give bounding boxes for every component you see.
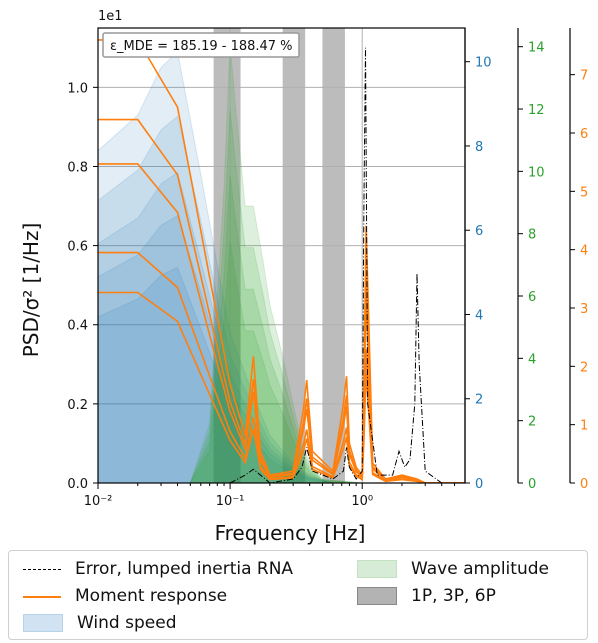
wave-amplitude-area-1 bbox=[98, 109, 465, 483]
y-axis-label: PSD/σ² [1/Hz] bbox=[19, 223, 43, 358]
moment-response-line-4 bbox=[98, 291, 465, 483]
secondary-tick-label-0-0: 0 bbox=[475, 477, 483, 492]
secondary-tick-label-1-2: 4 bbox=[528, 352, 536, 367]
legend-label: 1P, 3P, 6P bbox=[411, 586, 496, 606]
y-tick-label-2: 0.4 bbox=[67, 319, 88, 334]
annotation-text: ε_MDE = 185.19 - 188.47 % bbox=[110, 39, 293, 54]
legend-swatch-green bbox=[357, 560, 397, 578]
legend: Error, lumped inertia RNA Moment respons… bbox=[8, 550, 588, 640]
legend-item-wave: Wave amplitude bbox=[357, 559, 549, 579]
x-axis-label: Frequency [Hz] bbox=[215, 521, 366, 545]
grid bbox=[98, 28, 465, 483]
y-tick-label-0: 0.0 bbox=[67, 477, 88, 492]
legend-swatch-orange bbox=[23, 588, 61, 604]
secondary-tick-label-1-1: 2 bbox=[528, 415, 536, 430]
secondary-tick-label-2-6: 6 bbox=[580, 127, 588, 142]
fill-series bbox=[98, 43, 465, 483]
psd-chart: 0.00.20.40.60.81.010⁻² 10⁻¹ 10⁰ 0246810024… bbox=[19, 9, 588, 545]
y-tick-label-3: 0.6 bbox=[67, 240, 88, 255]
secondary-tick-label-1-4: 8 bbox=[528, 228, 536, 243]
secondary-tick-label-2-2: 2 bbox=[580, 360, 588, 375]
secondary-tick-label-1-3: 6 bbox=[528, 290, 536, 305]
harmonic-band-2 bbox=[322, 28, 345, 483]
x-tick-label-0: 10⁻² bbox=[84, 494, 113, 509]
line-series bbox=[98, 39, 465, 483]
wave-amplitude-area-2 bbox=[98, 175, 465, 483]
secondary-tick-label-1-0: 0 bbox=[528, 477, 536, 492]
secondary-tick-label-0-1: 2 bbox=[475, 393, 483, 408]
secondary-tick-label-0-5: 10 bbox=[475, 56, 492, 71]
harmonic-band-1 bbox=[282, 28, 306, 483]
secondary-tick-label-1-6: 12 bbox=[528, 103, 545, 118]
secondary-tick-label-0-3: 6 bbox=[475, 224, 483, 239]
legend-item-wind: Wind speed bbox=[23, 613, 177, 633]
wind-speed-area-2 bbox=[98, 171, 465, 483]
secondary-tick-label-2-0: 0 bbox=[580, 477, 588, 492]
legend-label: Wave amplitude bbox=[411, 559, 549, 579]
secondary-tick-label-0-2: 4 bbox=[475, 308, 483, 323]
secondary-tick-label-2-4: 4 bbox=[580, 244, 588, 259]
axes: 0.0 0.2 0.4 0.6 0.8 1.0 10⁻² 10⁻¹ 10⁰ bbox=[67, 27, 466, 509]
legend-item-error: Error, lumped inertia RNA bbox=[23, 559, 293, 579]
error-line bbox=[98, 47, 465, 483]
secondary-tick-label-2-1: 1 bbox=[580, 419, 588, 434]
legend-label: Wind speed bbox=[77, 613, 177, 633]
secondary-tick-label-1-7: 14 bbox=[528, 41, 545, 56]
wind-speed-area-1 bbox=[98, 115, 465, 483]
legend-item-harmonics: 1P, 3P, 6P bbox=[357, 586, 496, 606]
y-tick-label-5: 1.0 bbox=[67, 81, 88, 96]
y-tick-label-1: 0.2 bbox=[67, 398, 88, 413]
x-tick-label-2: 10⁰ bbox=[351, 494, 373, 509]
x-tick-label-1: 10⁻¹ bbox=[216, 494, 245, 509]
secondary-tick-label-0-4: 8 bbox=[475, 140, 483, 155]
legend-label: Moment response bbox=[75, 586, 228, 606]
legend-swatch-dashdot bbox=[23, 561, 61, 577]
wind-speed-area-3 bbox=[98, 214, 465, 483]
y-tick-label-4: 0.8 bbox=[67, 160, 88, 175]
harmonic-bands bbox=[213, 28, 345, 483]
legend-label: Error, lumped inertia RNA bbox=[75, 559, 294, 579]
annotation-box: ε_MDE = 185.19 - 188.47 % bbox=[102, 32, 300, 58]
secondary-tick-label-2-5: 5 bbox=[580, 185, 588, 200]
secondary-tick-label-1-5: 10 bbox=[528, 165, 545, 180]
y-offset-label: 1e1 bbox=[98, 9, 123, 24]
legend-swatch-gray bbox=[357, 587, 397, 605]
legend-swatch-blue bbox=[23, 614, 63, 632]
secondary-tick-label-2-3: 3 bbox=[580, 302, 588, 317]
wind-speed-area-0 bbox=[98, 50, 465, 483]
wave-amplitude-area-0 bbox=[98, 43, 465, 483]
legend-item-moment: Moment response bbox=[23, 586, 227, 606]
secondary-tick-label-2-7: 7 bbox=[580, 69, 588, 84]
